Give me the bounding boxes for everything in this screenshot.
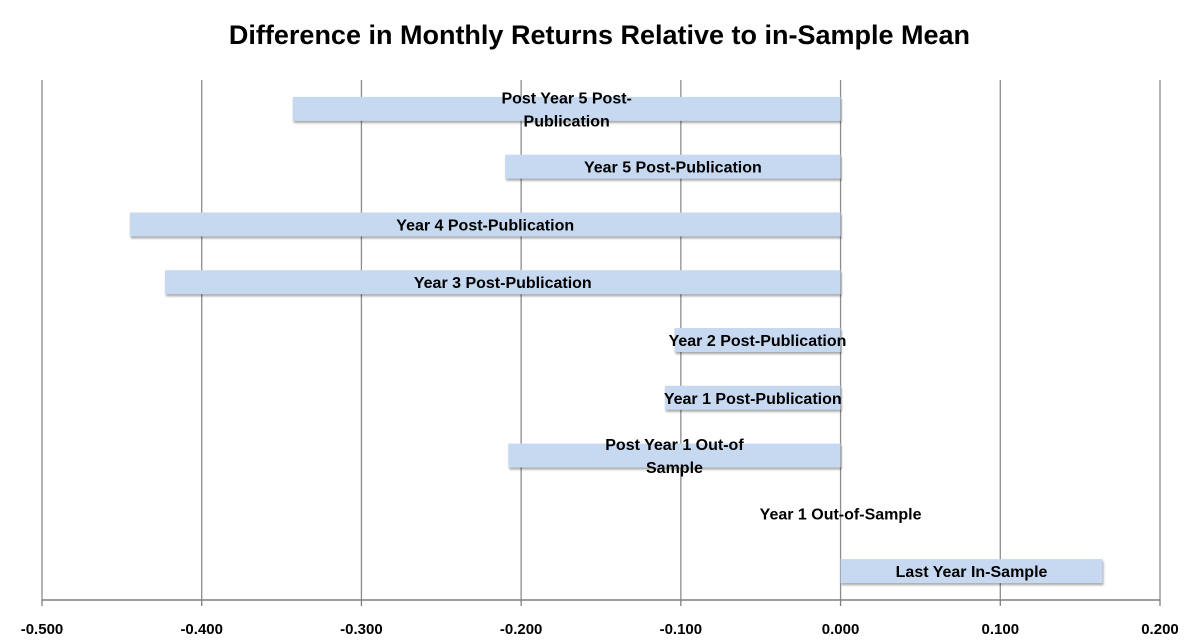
bar-label: Year 2 Post-Publication xyxy=(669,333,847,350)
bar-label: Year 1 Out-of-Sample xyxy=(760,506,922,523)
bar xyxy=(505,154,841,179)
bar-label: Sample xyxy=(646,460,703,477)
bar xyxy=(674,328,841,352)
x-tick-label: -0.100 xyxy=(660,621,703,638)
bar-label: Publication xyxy=(524,113,610,130)
bar xyxy=(840,559,1103,584)
chart-title: Difference in Monthly Returns Relative t… xyxy=(228,20,971,50)
bar-label: Year 1 Post-Publication xyxy=(664,391,842,408)
x-tick-label: -0.200 xyxy=(500,621,543,638)
bar-label: Year 3 Post-Publication xyxy=(414,275,592,292)
bar-label: Last Year In-Sample xyxy=(896,564,1048,581)
bar-label: Year 5 Post-Publication xyxy=(584,160,762,177)
bar xyxy=(508,443,841,468)
bar xyxy=(129,212,841,237)
x-tick-label: -0.400 xyxy=(180,621,223,638)
bar-label: Year 4 Post-Publication xyxy=(396,217,574,234)
bar xyxy=(664,385,841,410)
x-tick-label: 0.000 xyxy=(822,621,860,638)
bar-label: Post Year 5 Post- xyxy=(501,90,631,107)
x-tick-label: 0.200 xyxy=(1141,621,1179,638)
bar xyxy=(292,96,841,121)
bar-labels: Post Year 5 Post- Publication Year 5 Post-… xyxy=(396,90,1047,581)
x-axis: -0.500 -0.400 -0.300 -0.200 -0.100 0.000 0.100… xyxy=(21,599,1179,638)
x-tick-label: -0.300 xyxy=(340,621,383,638)
bar xyxy=(164,270,841,295)
x-tick-label: -0.500 xyxy=(21,621,64,638)
bar-label: Post Year 1 Out-of xyxy=(605,437,744,454)
bars xyxy=(129,96,1103,584)
x-tick-label: 0.100 xyxy=(982,621,1020,638)
